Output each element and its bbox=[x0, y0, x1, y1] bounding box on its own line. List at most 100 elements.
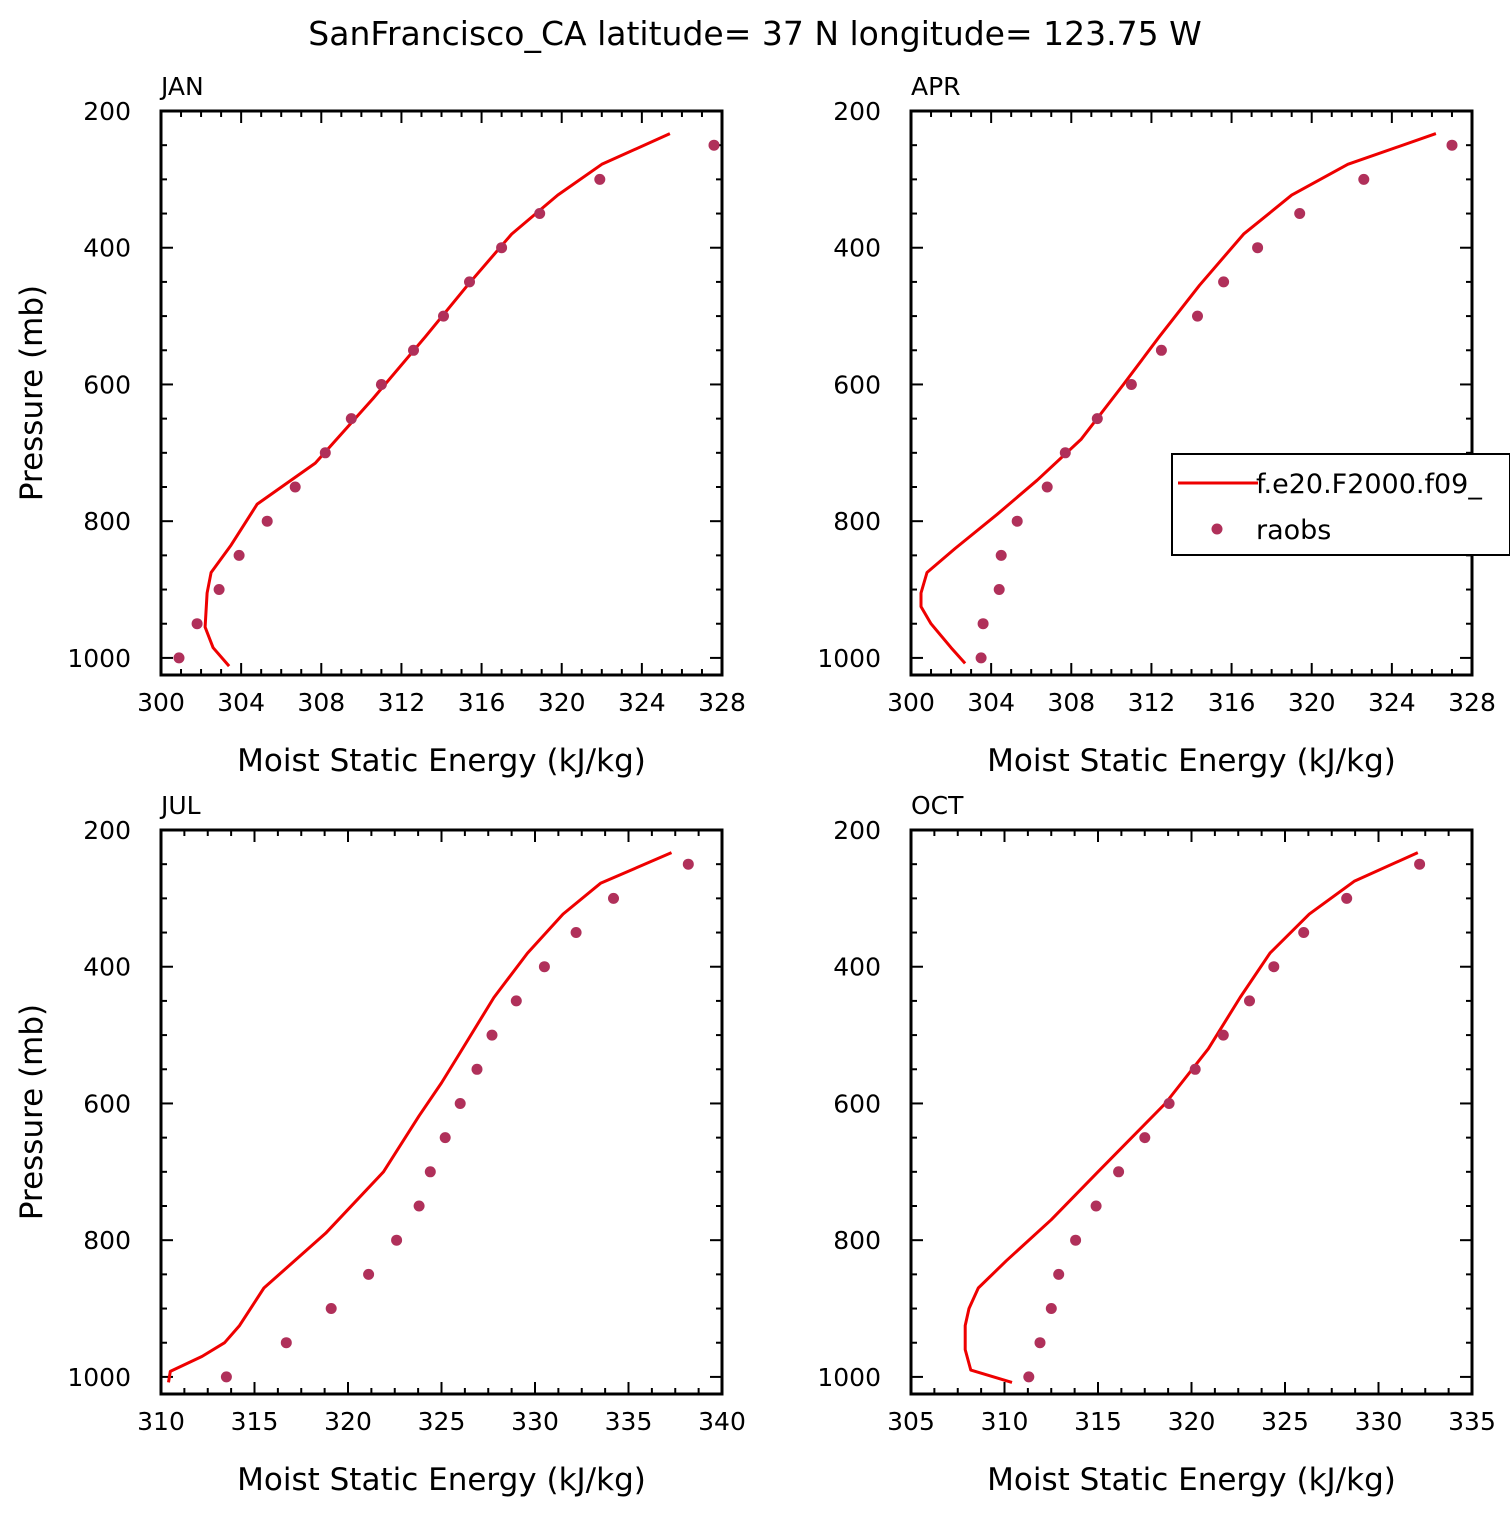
x-axis-label: Moist Static Energy (kJ/kg) bbox=[987, 743, 1396, 779]
legend-model-label: f.e20.F2000.f09_ bbox=[1256, 469, 1482, 500]
raobs-point bbox=[413, 1200, 425, 1212]
raobs-point bbox=[454, 1098, 466, 1109]
panel-jul: JUL 310 315 320 325 330 335 340 200 400 600 800 1000… bbox=[14, 791, 746, 1498]
raobs-point bbox=[977, 618, 989, 630]
raobs-point bbox=[1070, 1234, 1082, 1246]
raobs-point bbox=[1341, 892, 1353, 904]
x-tick-label: 310 bbox=[137, 1407, 185, 1436]
x-tick-label: 300 bbox=[137, 688, 185, 717]
raobs-point bbox=[538, 961, 550, 973]
raobs-point bbox=[375, 379, 387, 390]
y-tick-label: 800 bbox=[833, 1226, 881, 1255]
x-tick-label: 335 bbox=[1448, 1407, 1496, 1436]
raobs-point bbox=[1091, 413, 1103, 425]
y-tick-label: 400 bbox=[83, 953, 131, 982]
x-tick-label: 324 bbox=[618, 688, 666, 717]
raobs-point bbox=[1192, 310, 1203, 322]
raobs-point bbox=[1252, 242, 1264, 254]
panel-jan: JAN 300 304 308 312 316 320 324 328 200 400 600 800 1… bbox=[14, 72, 746, 779]
raobs-point bbox=[496, 242, 508, 254]
x-tick-label: 315 bbox=[231, 1407, 279, 1436]
x-tick-label: 328 bbox=[1448, 688, 1496, 717]
x-tick-label: 320 bbox=[1168, 1407, 1216, 1436]
model-series-line bbox=[203, 132, 671, 668]
raobs-point bbox=[345, 413, 357, 425]
raobs-point bbox=[1125, 379, 1137, 390]
y-tick-label: 1000 bbox=[67, 1363, 131, 1392]
x-tick-label: 320 bbox=[538, 688, 586, 717]
raobs-point bbox=[995, 549, 1007, 561]
raobs-point bbox=[1414, 858, 1426, 870]
raobs-point bbox=[993, 584, 1005, 595]
x-tick-label: 308 bbox=[297, 688, 345, 717]
y-axis-label: Pressure (mb) bbox=[14, 285, 50, 501]
legend: f.e20.F2000.f09_raobs bbox=[1171, 453, 1510, 556]
y-tick-label: 1000 bbox=[817, 1363, 881, 1392]
x-tick-label: 308 bbox=[1047, 688, 1095, 717]
x-tick-label: 310 bbox=[981, 1407, 1029, 1436]
x-tick-label: 312 bbox=[1128, 688, 1176, 717]
raobs-point bbox=[486, 1029, 498, 1041]
raobs-point bbox=[570, 927, 582, 938]
model-series-line bbox=[963, 851, 1419, 1384]
raobs-point bbox=[1034, 1337, 1046, 1349]
raobs-point bbox=[1244, 995, 1255, 1007]
y-tick-label: 600 bbox=[833, 370, 881, 399]
x-tick-label: 330 bbox=[511, 1407, 559, 1436]
plot-frame bbox=[159, 828, 724, 1396]
x-tick-label: 315 bbox=[1074, 1407, 1122, 1436]
raobs-point bbox=[233, 549, 245, 561]
x-tick-label: 320 bbox=[324, 1407, 372, 1436]
x-tick-label: 328 bbox=[698, 688, 746, 717]
raobs-point bbox=[1045, 1303, 1057, 1314]
raobs-point bbox=[280, 1337, 292, 1349]
panel-label: OCT bbox=[911, 791, 964, 820]
raobs-point bbox=[1059, 447, 1071, 459]
raobs-point bbox=[708, 139, 720, 151]
raobs-point bbox=[439, 1132, 451, 1144]
y-tick-label: 1000 bbox=[817, 644, 881, 673]
raobs-point bbox=[1155, 344, 1167, 356]
x-axis-label: Moist Static Energy (kJ/kg) bbox=[237, 743, 646, 779]
raobs-point bbox=[1189, 1063, 1201, 1075]
x-tick-label: 304 bbox=[967, 688, 1015, 717]
y-tick-label: 600 bbox=[83, 1089, 131, 1118]
x-tick-label: 325 bbox=[1261, 1407, 1309, 1436]
raobs-point bbox=[471, 1063, 483, 1075]
raobs-point bbox=[534, 208, 546, 219]
raobs-point bbox=[1446, 139, 1458, 151]
raobs-point bbox=[1268, 961, 1280, 973]
plot-frame bbox=[159, 109, 724, 677]
raobs-point bbox=[1023, 1371, 1035, 1383]
x-tick-label: 300 bbox=[887, 688, 935, 717]
raobs-point bbox=[1011, 515, 1023, 527]
y-tick-label: 800 bbox=[833, 507, 881, 536]
panel-apr: APR 300 304 308 312 316 320 324 328 200 400 600 800 1… bbox=[817, 72, 1495, 779]
raobs-point bbox=[1139, 1132, 1151, 1144]
raobs-point bbox=[1217, 1029, 1229, 1041]
raobs-point bbox=[1090, 1200, 1102, 1212]
panel-label: APR bbox=[911, 72, 961, 101]
x-tick-label: 316 bbox=[458, 688, 506, 717]
raobs-point bbox=[1294, 208, 1306, 219]
raobs-point bbox=[510, 995, 522, 1007]
y-tick-label: 200 bbox=[83, 816, 131, 845]
y-tick-label: 800 bbox=[83, 507, 131, 536]
x-tick-label: 340 bbox=[698, 1407, 746, 1436]
x-tick-label: 324 bbox=[1368, 688, 1416, 717]
y-tick-label: 200 bbox=[833, 816, 881, 845]
x-tick-label: 335 bbox=[605, 1407, 653, 1436]
raobs-point bbox=[1298, 927, 1310, 938]
model-series-line bbox=[167, 851, 673, 1383]
x-tick-label: 304 bbox=[217, 688, 265, 717]
y-tick-label: 200 bbox=[83, 97, 131, 126]
y-tick-label: 200 bbox=[833, 97, 881, 126]
panel-label: JAN bbox=[159, 72, 204, 101]
y-tick-label: 600 bbox=[833, 1089, 881, 1118]
raobs-point bbox=[220, 1371, 232, 1383]
raobs-point bbox=[391, 1234, 403, 1246]
raobs-point bbox=[682, 858, 694, 870]
x-axis-label: Moist Static Energy (kJ/kg) bbox=[237, 1462, 646, 1498]
raobs-point bbox=[464, 276, 475, 288]
